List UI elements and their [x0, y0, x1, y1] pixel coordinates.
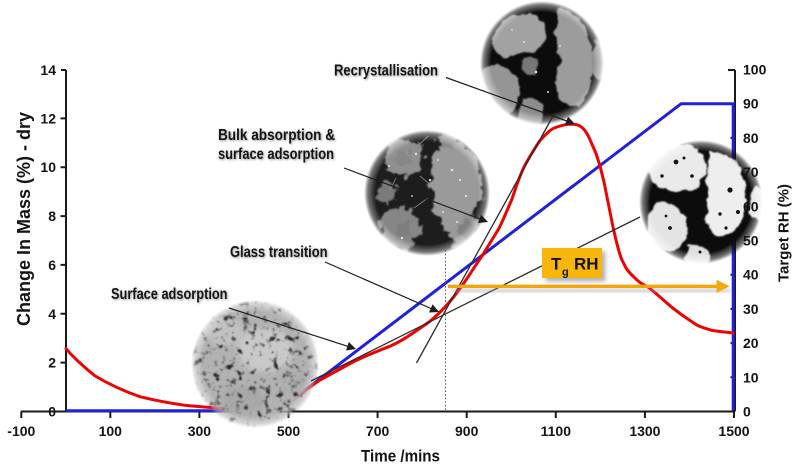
svg-text:4: 4 [48, 306, 56, 322]
svg-text:Target RH (%): Target RH (%) [776, 184, 793, 282]
svg-text:1100: 1100 [541, 423, 572, 439]
svg-text:Surface adsorption: Surface adsorption [111, 286, 228, 303]
svg-text:500: 500 [277, 423, 301, 439]
svg-text:60: 60 [743, 198, 759, 214]
svg-text:0: 0 [743, 404, 751, 420]
svg-text:0: 0 [48, 404, 56, 420]
svg-text:1300: 1300 [629, 423, 660, 439]
svg-text:80: 80 [743, 130, 759, 146]
svg-text:1500: 1500 [718, 423, 749, 439]
svg-text:-100: -100 [7, 423, 35, 439]
svg-text:RH: RH [574, 255, 599, 274]
svg-text:300: 300 [188, 423, 212, 439]
svg-text:Bulk absorption &: Bulk absorption & [218, 127, 335, 144]
svg-text:100: 100 [99, 423, 123, 439]
svg-text:900: 900 [455, 423, 479, 439]
svg-text:T: T [551, 255, 562, 274]
svg-text:100: 100 [743, 62, 767, 78]
svg-text:50: 50 [743, 233, 759, 249]
svg-text:90: 90 [743, 96, 759, 112]
svg-text:Recrystallisation: Recrystallisation [334, 63, 438, 80]
svg-text:70: 70 [743, 164, 759, 180]
svg-text:Time /mins: Time /mins [361, 447, 440, 466]
svg-text:Glass transition: Glass transition [230, 244, 328, 261]
svg-text:6: 6 [48, 257, 56, 273]
svg-text:30: 30 [743, 301, 759, 317]
svg-text:surface adsorption: surface adsorption [218, 146, 334, 163]
svg-text:10: 10 [743, 369, 759, 385]
svg-text:2: 2 [48, 355, 56, 371]
svg-text:g: g [562, 267, 569, 279]
svg-text:40: 40 [743, 267, 759, 283]
svg-text:8: 8 [48, 208, 56, 224]
svg-text:20: 20 [743, 335, 759, 351]
svg-text:12: 12 [40, 110, 56, 126]
svg-text:14: 14 [40, 62, 56, 78]
svg-text:10: 10 [40, 159, 56, 175]
svg-text:Change In Mass (%) - dry: Change In Mass (%) - dry [14, 112, 34, 326]
svg-text:700: 700 [366, 423, 390, 439]
